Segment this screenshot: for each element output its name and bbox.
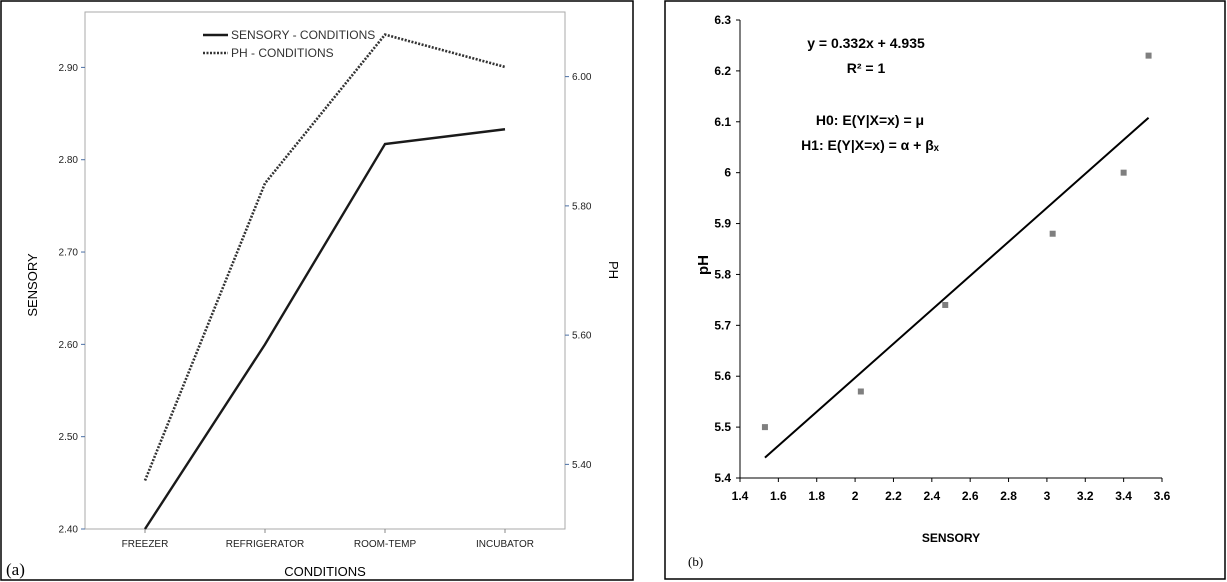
panel-a-frame: [0, 0, 634, 581]
x-tick-label: 1.6: [770, 489, 787, 503]
panel-a-ylabel-left: SENSORY: [25, 253, 40, 317]
panel-b-frame: [664, 0, 1226, 580]
y-tick-label: 5.9: [714, 217, 731, 231]
panel-a-series: [143, 33, 506, 530]
data-point: [1049, 230, 1056, 237]
h1-annotation: H1: E(Y|X=x) = α + βₓ: [801, 137, 940, 153]
x-tick-label: 2.8: [1000, 489, 1017, 503]
panel-a-left-ticks: 2.40 2.50 2.60 2.70 2.80 2.90: [59, 63, 85, 536]
right-tick-label: 6.00: [572, 72, 592, 83]
x-tick-label: 3.4: [1115, 489, 1132, 503]
panel-b-xlabel: SENSORY: [922, 531, 980, 545]
y-tick-label: 6.1: [714, 115, 731, 129]
equation-annotation: y = 0.332x + 4.935: [807, 35, 925, 51]
panel-b-axes: 5.4 5.5 5.6 5.7 5.8 5.9 6 6.1 6.2 6.3 1.4 1.6 1.8 2 2.…: [714, 13, 1170, 503]
panel-a-label: (a): [6, 560, 25, 579]
panel-a-legend: SENSORY - CONDITIONS PH - CONDITIONS: [203, 28, 375, 60]
panel-a-xlabel: CONDITIONS: [284, 564, 366, 579]
left-tick-label: 2.60: [59, 340, 79, 351]
x-tick-label: FREEZER: [122, 539, 169, 550]
r-squared-annotation: R² = 1: [847, 60, 886, 76]
right-tick-label: 5.80: [572, 201, 592, 212]
left-tick-label: 2.40: [59, 525, 79, 536]
panel-a-plot-area: [84, 11, 566, 530]
legend-label-ph: PH - CONDITIONS: [231, 46, 334, 60]
data-point: [1120, 169, 1127, 176]
data-point: [1145, 52, 1152, 59]
right-tick-label: 5.40: [572, 460, 592, 471]
panel-b: 5.4 5.5 5.6 5.7 5.8 5.9 6 6.1 6.2 6.3 1.4 1.6 1.8 2 2.…: [664, 0, 1226, 580]
left-tick-label: 2.50: [59, 432, 79, 443]
y-tick-label: 5.4: [714, 471, 731, 485]
x-tick-label: REFRIGERATOR: [226, 539, 305, 550]
panel-a: 2.40 2.50 2.60 2.70 2.80 2.90 5.40 5.60 5.80 6.0…: [0, 0, 634, 581]
x-tick-label: 2.6: [962, 489, 979, 503]
left-tick-label: 2.90: [59, 63, 79, 74]
legend-label-sensory: SENSORY - CONDITIONS: [231, 28, 375, 42]
x-tick-label: 2.4: [923, 489, 940, 503]
right-tick-label: 5.60: [572, 331, 592, 342]
x-tick-label: 2: [852, 489, 859, 503]
x-tick-label: 3.2: [1077, 489, 1094, 503]
y-tick-label: 5.8: [714, 267, 731, 281]
left-tick-label: 2.70: [59, 248, 79, 259]
x-tick-label: 3.6: [1154, 489, 1171, 503]
x-tick-label: ROOM-TEMP: [354, 539, 417, 550]
panel-a-ylabel-right: PH: [606, 261, 621, 279]
data-point: [761, 424, 768, 431]
data-point: [857, 388, 864, 395]
y-tick-label: 6.3: [714, 13, 731, 27]
panel-b-ylabel: pH: [695, 255, 712, 275]
y-tick-label: 5.7: [714, 318, 731, 332]
x-tick-label: INCUBATOR: [476, 539, 534, 550]
y-tick-label: 5.5: [714, 420, 731, 434]
panel-b-label: (b): [688, 554, 703, 569]
panel-b-trendline: [764, 116, 1150, 459]
panel-a-right-ticks: 5.40 5.60 5.80 6.00: [565, 72, 592, 471]
h0-annotation: H0: E(Y|X=x) = μ: [816, 112, 924, 128]
x-tick-label: 3: [1044, 489, 1051, 503]
panel-b-points: [761, 52, 1152, 431]
left-tick-label: 2.80: [59, 155, 79, 166]
x-tick-label: 2.2: [885, 489, 902, 503]
x-tick-label: 1.4: [732, 489, 749, 503]
y-tick-label: 6.2: [714, 64, 731, 78]
data-point: [942, 301, 949, 308]
sensory-conditions-line: [143, 128, 506, 530]
y-tick-label: 6: [724, 166, 731, 180]
panel-a-x-ticks: FREEZER REFRIGERATOR ROOM-TEMP INCUBATOR: [122, 529, 534, 550]
y-tick-label: 5.6: [714, 369, 731, 383]
x-tick-label: 1.8: [808, 489, 825, 503]
